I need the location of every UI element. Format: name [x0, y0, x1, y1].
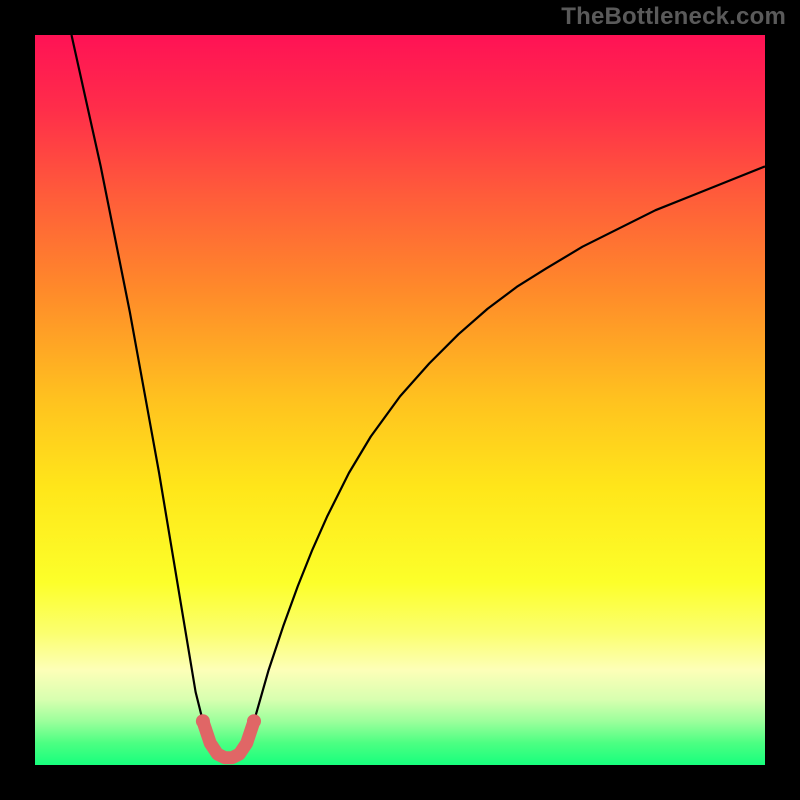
chart-stage: TheBottleneck.com	[0, 0, 800, 800]
plot-area	[35, 35, 765, 765]
gradient-background	[35, 35, 765, 765]
attribution-label: TheBottleneck.com	[561, 3, 786, 31]
